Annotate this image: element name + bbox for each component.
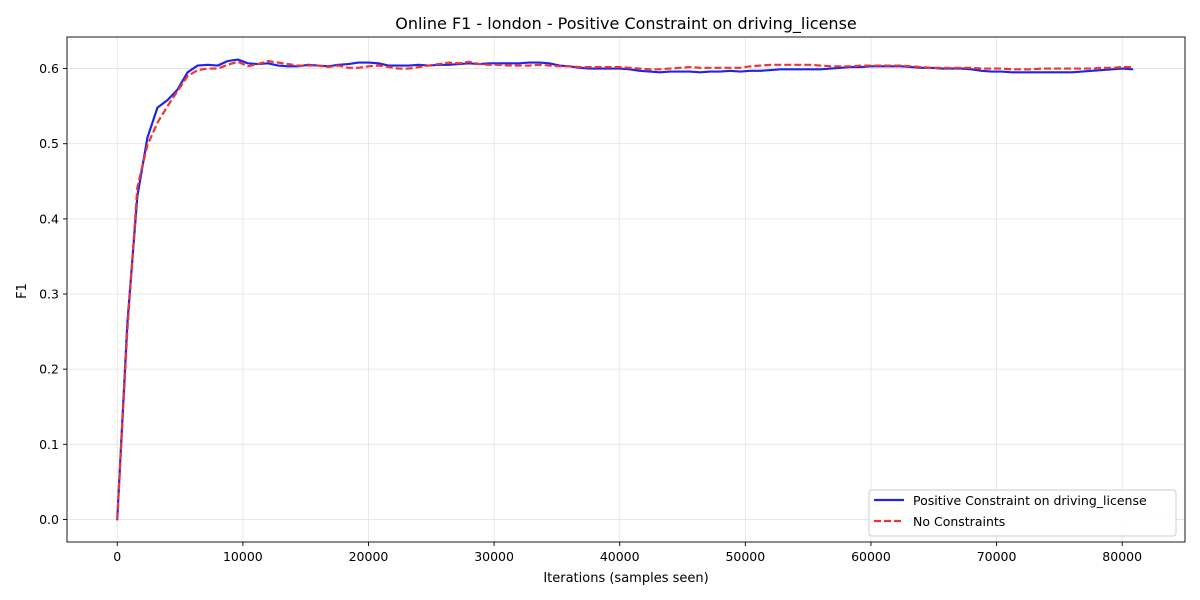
chart-title: Online F1 - london - Positive Constraint… <box>395 14 857 34</box>
x-axis: 0 10000 20000 30000 40000 50000 60000 70000 8000… <box>113 542 1142 564</box>
y-tick-label: 0.4 <box>39 211 59 226</box>
legend: Positive Constraint on driving_license N… <box>868 489 1177 537</box>
legend-label-positive-constraint: Positive Constraint on driving_license <box>913 493 1147 508</box>
x-tick-label: 0 <box>113 549 121 564</box>
x-tick-label: 80000 <box>1102 549 1142 564</box>
legend-box <box>868 489 1177 537</box>
y-tick-label: 0.1 <box>39 437 59 452</box>
y-tick-label: 0.5 <box>39 136 59 151</box>
y-tick-label: 0.0 <box>39 512 59 527</box>
series-line-no-constraints <box>116 59 1133 520</box>
series-layer <box>116 58 1134 521</box>
x-tick-label: 40000 <box>600 549 640 564</box>
x-tick-label: 50000 <box>725 549 765 564</box>
x-axis-label: Iterations (samples seen) <box>543 571 708 586</box>
y-tick-label: 0.6 <box>39 61 59 76</box>
x-tick-label: 60000 <box>851 549 891 564</box>
series-line-positive-constraint <box>116 58 1134 521</box>
x-tick-label: 20000 <box>349 549 389 564</box>
x-tick-label: 70000 <box>977 549 1017 564</box>
y-tick-label: 0.3 <box>39 287 59 302</box>
y-tick-label: 0.2 <box>39 362 59 377</box>
x-tick-label: 10000 <box>223 549 263 564</box>
x-tick-label: 30000 <box>474 549 514 564</box>
plot-frame <box>66 36 1186 543</box>
y-axis-label: F1 <box>15 283 30 299</box>
legend-label-no-constraints: No Constraints <box>913 514 1005 529</box>
y-axis: 0.0 0.1 0.2 0.3 0.4 0.5 0.6 <box>39 61 67 527</box>
